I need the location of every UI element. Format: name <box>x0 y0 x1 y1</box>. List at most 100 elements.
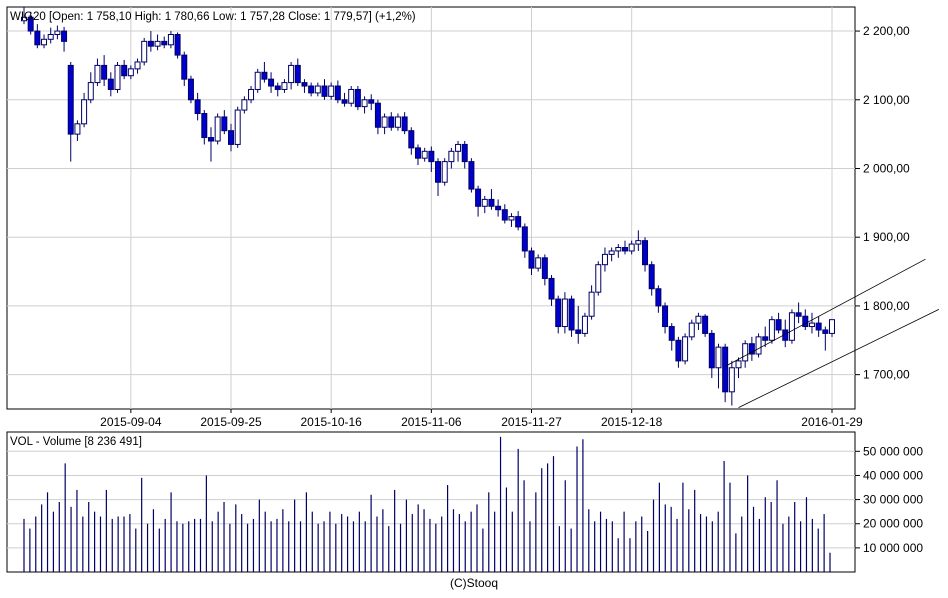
candle <box>388 112 395 131</box>
candle-body-up <box>455 143 462 152</box>
candle-body-up <box>328 85 335 97</box>
candle-body-up <box>127 68 134 77</box>
candle <box>67 61 74 162</box>
volume-chart-title: VOL - Volume [8 236 491] <box>10 436 142 448</box>
candle-body-up <box>601 253 608 266</box>
candle-body-up <box>41 38 48 46</box>
candle-body-up <box>581 315 588 334</box>
trend-line <box>738 308 940 408</box>
price-x-tick-label: 2015-10-16 <box>300 415 362 429</box>
candle <box>354 86 361 111</box>
candle-body-up <box>281 82 288 90</box>
candle <box>615 244 622 258</box>
candle-body-down <box>181 54 188 80</box>
candle <box>107 72 114 97</box>
candle <box>575 305 582 344</box>
candle-body-down <box>521 226 528 252</box>
candle <box>121 59 128 80</box>
candle <box>628 240 635 255</box>
candle-body-down <box>61 30 68 42</box>
candle-body-down <box>568 298 575 331</box>
candle <box>268 72 275 93</box>
candle-body-down <box>274 85 281 90</box>
candle <box>294 58 301 87</box>
candle-body-down <box>294 64 301 84</box>
candle-body-down <box>107 78 114 90</box>
candle <box>114 61 121 93</box>
candle-body-up <box>94 64 101 84</box>
candle-body-down <box>648 264 655 290</box>
candle-body-down <box>308 85 315 94</box>
candle <box>728 360 735 406</box>
candle-body-down <box>228 130 235 145</box>
candle <box>361 96 368 114</box>
candle-body-up <box>288 64 295 84</box>
candle-body-down <box>121 64 128 77</box>
candle-body-down <box>301 82 308 87</box>
candlestick-series <box>21 7 835 406</box>
candle <box>788 309 795 344</box>
candle <box>601 247 608 272</box>
candle <box>748 336 755 361</box>
candle-body-up <box>74 123 81 135</box>
candle <box>101 55 108 87</box>
candle <box>334 80 341 104</box>
candle-body-up <box>788 312 795 341</box>
candle <box>515 211 522 231</box>
candle <box>561 292 568 334</box>
candle <box>261 61 268 83</box>
candle-body-up <box>254 71 261 90</box>
candle-body-up <box>808 322 815 328</box>
candle <box>167 31 174 49</box>
candle <box>314 82 321 97</box>
candle-body-up <box>81 99 88 125</box>
candle <box>34 24 41 49</box>
candle-body-down <box>187 78 194 101</box>
candle <box>548 275 555 306</box>
candle-body-up <box>768 319 775 341</box>
volume-y-tick-label: 40 000 000 <box>863 468 923 482</box>
candle-body-down <box>748 343 755 355</box>
candle <box>715 343 722 389</box>
candle <box>54 25 61 40</box>
candle <box>381 113 388 135</box>
candle <box>41 34 48 49</box>
candle <box>448 147 455 169</box>
price-x-tick-label: 2015-09-25 <box>200 415 262 429</box>
price-y-tick-label: 2 100,00 <box>863 93 910 107</box>
candle-body-up <box>742 343 749 362</box>
candle-body-up <box>535 257 542 269</box>
candle-body-down <box>174 33 181 56</box>
candle <box>441 158 448 186</box>
candle <box>321 79 328 100</box>
candle <box>414 144 421 166</box>
candle-body-up <box>348 88 355 104</box>
candle <box>161 36 168 49</box>
price-y-tick-label: 1 700,00 <box>863 368 910 382</box>
candle <box>755 333 762 358</box>
trend-channel <box>724 258 940 408</box>
candle-body-up <box>394 116 401 128</box>
volume-y-tick-label: 10 000 000 <box>863 541 923 555</box>
candle <box>762 326 769 348</box>
candle <box>461 141 468 169</box>
candle <box>735 357 742 379</box>
candle-body-up <box>595 264 602 293</box>
candle <box>174 32 181 59</box>
candle <box>528 247 535 275</box>
candle-body-down <box>702 315 709 334</box>
candle-body-down <box>621 247 628 252</box>
candle-body-up <box>448 150 455 163</box>
candle-body-down <box>575 329 582 334</box>
candle-body-up <box>608 250 615 255</box>
candle-body-down <box>468 161 475 190</box>
candle <box>94 58 101 87</box>
candle-body-up <box>234 109 241 145</box>
candle <box>207 127 214 162</box>
candle-body-up <box>314 85 321 94</box>
candle <box>281 79 288 93</box>
price-y-tick-label: 1 900,00 <box>863 230 910 244</box>
price-x-tick-label: 2015-11-27 <box>501 415 562 429</box>
candle-body-down <box>194 99 201 115</box>
candle <box>141 37 148 66</box>
